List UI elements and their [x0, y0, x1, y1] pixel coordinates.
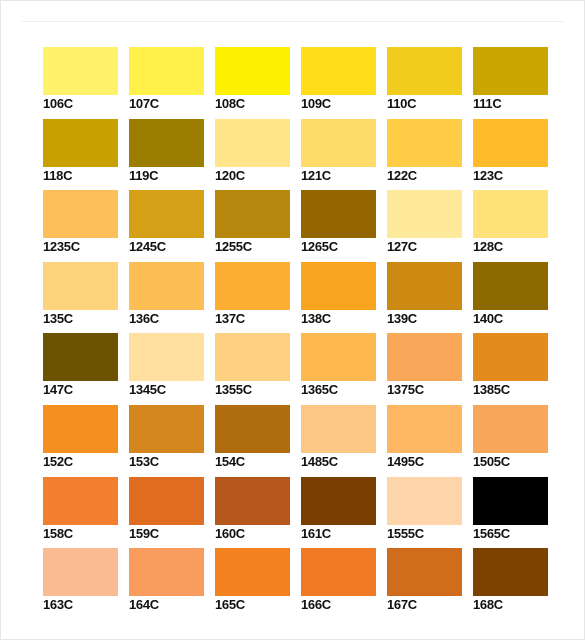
swatch [43, 405, 118, 453]
swatch [473, 548, 548, 597]
swatch-label: 1375C [387, 382, 424, 398]
swatch [301, 476, 376, 525]
swatch [215, 47, 290, 95]
swatch-label: 138C [301, 310, 331, 326]
swatch-label: 1265C [301, 239, 338, 255]
swatch [129, 548, 204, 597]
swatch-label: 1555C [387, 525, 424, 541]
swatch [473, 118, 548, 167]
swatch [129, 118, 204, 167]
swatch [387, 333, 462, 382]
swatch [301, 405, 376, 453]
swatch-label: 127C [387, 239, 417, 255]
swatch [473, 405, 548, 453]
swatch [215, 476, 290, 525]
swatch-label: 1245C [129, 239, 166, 255]
swatch [215, 190, 290, 239]
swatch [43, 548, 118, 597]
swatch [387, 47, 462, 95]
swatch [215, 548, 290, 597]
swatch-label: 153C [129, 454, 159, 469]
swatch-label: 119C [129, 167, 159, 183]
swatch-label: 1365C [301, 382, 338, 398]
swatch-label: 1495C [387, 454, 424, 469]
swatch-label: 109C [301, 96, 331, 111]
swatch [301, 261, 376, 310]
swatch [387, 118, 462, 167]
swatch-label: 1235C [43, 239, 80, 255]
swatch [387, 476, 462, 525]
swatch [473, 476, 548, 525]
swatch-label: 164C [129, 597, 159, 613]
swatch-label: 161C [301, 525, 331, 541]
swatch-label: 121C [301, 167, 331, 183]
swatch [301, 333, 376, 382]
swatch [473, 261, 548, 310]
swatch [301, 47, 376, 95]
swatch-label: 166C [301, 597, 331, 613]
swatch [129, 190, 204, 239]
swatch [129, 476, 204, 525]
swatch [387, 261, 462, 310]
swatch [215, 405, 290, 453]
swatch-label: 110C [387, 96, 417, 111]
swatch [215, 261, 290, 310]
swatch-label: 154C [215, 454, 245, 469]
swatch [215, 333, 290, 382]
swatch [387, 548, 462, 597]
swatch-label: 136C [129, 310, 159, 326]
swatch [43, 261, 118, 310]
swatch-label: 160C [215, 525, 245, 541]
swatch-label: 158C [43, 525, 73, 541]
swatch [43, 190, 118, 239]
swatch [129, 405, 204, 453]
swatch [43, 118, 118, 167]
swatch-label: 167C [387, 597, 417, 613]
swatch [473, 333, 548, 382]
swatch [129, 333, 204, 382]
swatch-label: 120C [215, 167, 245, 183]
swatch-label: 128C [473, 239, 503, 255]
swatch [387, 405, 462, 453]
swatch-label: 122C [387, 167, 417, 183]
swatch-label: 111C [473, 96, 502, 111]
swatch-label: 139C [387, 310, 417, 326]
swatch [387, 190, 462, 239]
swatch-label: 106C [43, 96, 73, 111]
swatch-label: 1505C [473, 454, 510, 469]
swatch-label: 1485C [301, 454, 338, 469]
swatch [473, 47, 548, 95]
swatch-label: 163C [43, 597, 73, 613]
swatch [129, 47, 204, 95]
divider [21, 21, 564, 22]
swatch [129, 261, 204, 310]
swatch-label: 1355C [215, 382, 252, 398]
swatch-label: 137C [215, 310, 245, 326]
swatch [301, 548, 376, 597]
swatch [43, 47, 118, 95]
swatch [301, 190, 376, 239]
swatch-label: 168C [473, 597, 503, 613]
swatch-label: 1345C [129, 382, 166, 398]
swatch-label: 1385C [473, 382, 510, 398]
swatch-label: 108C [215, 96, 245, 111]
swatch [43, 476, 118, 525]
swatch [215, 118, 290, 167]
swatch [301, 118, 376, 167]
swatch-label: 1565C [473, 525, 510, 541]
swatch-label: 159C [129, 525, 159, 541]
swatch-label: 1255C [215, 239, 252, 255]
swatch [43, 333, 118, 382]
swatch-label: 165C [215, 597, 245, 613]
swatch-label: 152C [43, 454, 73, 469]
swatch-label: 118C [43, 167, 73, 183]
swatch-label: 147C [43, 382, 73, 398]
swatch-label: 135C [43, 310, 73, 326]
swatch-label: 107C [129, 96, 159, 111]
swatch-label: 140C [473, 310, 503, 326]
swatch [473, 190, 548, 239]
swatch-label: 123C [473, 167, 503, 183]
